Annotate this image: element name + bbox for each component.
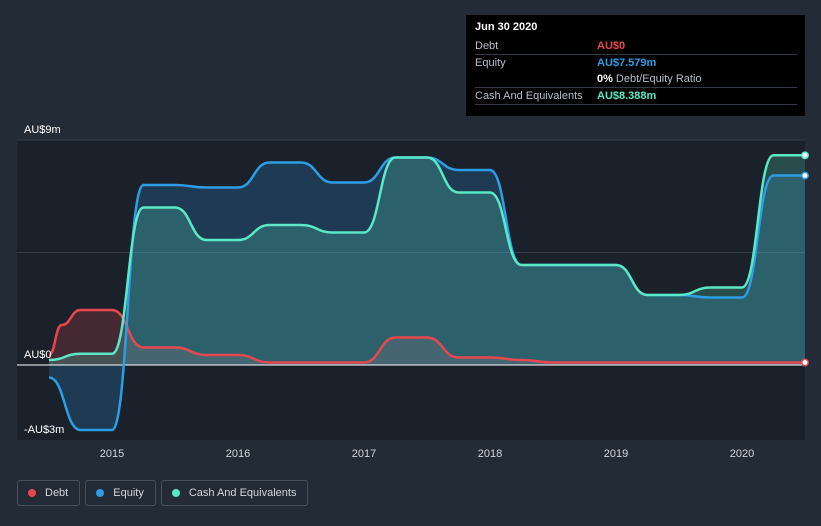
tooltip-row-ratio: 0% Debt/Equity Ratio bbox=[475, 71, 797, 88]
plot-area bbox=[17, 140, 805, 440]
cash-endpoint bbox=[801, 151, 809, 160]
tooltip-debt-label: Debt bbox=[475, 40, 499, 52]
y-tick-label: AU$0 bbox=[24, 349, 52, 361]
tooltip-debt-value: AU$0 bbox=[597, 40, 626, 52]
x-tick-label: 2019 bbox=[604, 448, 628, 460]
legend-label-debt: Debt bbox=[45, 487, 69, 499]
cash-line bbox=[48, 154, 805, 362]
legend-label-cash: Cash And Equivalents bbox=[188, 487, 297, 499]
tooltip-equity-label: Equity bbox=[475, 57, 506, 69]
y-tick-label: AU$9m bbox=[24, 124, 61, 136]
x-tick-label: 2017 bbox=[352, 448, 376, 460]
debt-dot-icon bbox=[28, 489, 36, 497]
cash-area bbox=[49, 155, 805, 365]
tooltip-panel: Jun 30 2020 Debt AU$0 Equity AU$7.579m 0… bbox=[466, 15, 805, 116]
tooltip-row-cash: Cash And Equivalents AU$8.388m bbox=[475, 88, 797, 105]
chart-legend: Debt Equity Cash And Equivalents bbox=[17, 480, 313, 506]
legend-item-equity[interactable]: Equity bbox=[85, 480, 156, 506]
tooltip-cash-label: Cash And Equivalents bbox=[475, 90, 583, 102]
tooltip-date: Jun 30 2020 bbox=[475, 21, 538, 33]
tooltip-cash-value: AU$8.388m bbox=[597, 90, 657, 102]
y-tick-label: -AU$3m bbox=[24, 424, 64, 436]
x-tick-label: 2016 bbox=[226, 448, 250, 460]
legend-label-equity: Equity bbox=[113, 487, 144, 499]
x-tick-label: 2015 bbox=[100, 448, 124, 460]
tooltip-row-debt: Debt AU$0 bbox=[475, 38, 797, 55]
cash-dot-icon bbox=[171, 489, 180, 497]
debt-line bbox=[48, 308, 805, 364]
equity-endpoint bbox=[801, 171, 809, 180]
debt-endpoint bbox=[801, 358, 809, 367]
x-tick-label: 2020 bbox=[730, 448, 754, 460]
legend-item-debt[interactable]: Debt bbox=[17, 480, 81, 506]
tooltip-row-equity: Equity AU$7.579m bbox=[475, 55, 797, 71]
tooltip-ratio-value: 0% bbox=[597, 73, 613, 85]
equity-dot-icon bbox=[96, 489, 105, 497]
tooltip-ratio-label: Debt/Equity Ratio bbox=[615, 73, 702, 85]
x-tick-label: 2018 bbox=[478, 448, 502, 460]
legend-item-cash[interactable]: Cash And Equivalents bbox=[160, 480, 309, 506]
tooltip-equity-value: AU$7.579m bbox=[597, 57, 657, 69]
